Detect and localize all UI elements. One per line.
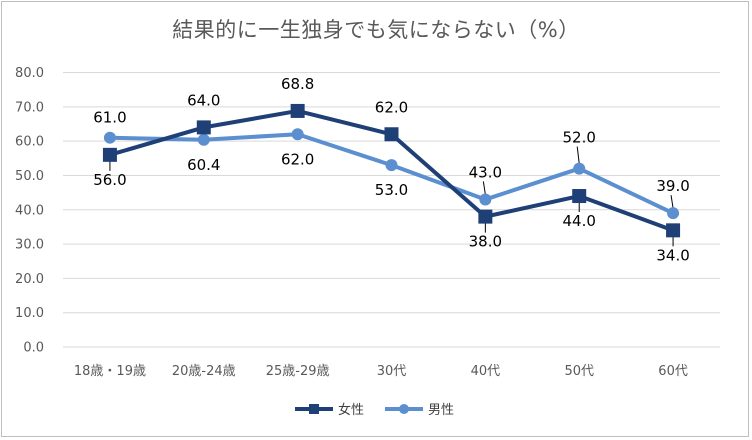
- x-tick-label: 18歳・19歳: [74, 364, 146, 379]
- data-point-female: [478, 209, 493, 224]
- legend-label: 女性: [338, 402, 364, 418]
- data-label: 53.0: [375, 181, 408, 199]
- legend-label: 男性: [428, 403, 454, 418]
- data-point-female: [572, 189, 587, 204]
- data-point-male: [667, 207, 680, 220]
- data-label: 39.0: [656, 177, 689, 195]
- x-axis-ticks: 18歳・19歳 20歳-24歳 25歳-29歳 30代 40代 50代 60代: [74, 364, 688, 379]
- x-tick-label: 60代: [658, 364, 688, 379]
- data-point-male: [479, 193, 492, 206]
- y-axis-ticks: 0.0 10.0 20.0 30.0 40.0 50.0 60.0 70.0 80.0: [15, 66, 44, 356]
- y-tick-label: 10.0: [15, 306, 44, 321]
- data-point-female: [290, 103, 305, 118]
- y-tick-label: 40.0: [15, 203, 44, 218]
- data-point-male: [197, 133, 210, 146]
- x-tick-label: 30代: [377, 364, 407, 379]
- label-leader-line: [482, 181, 486, 195]
- y-tick-label: 0.0: [23, 341, 44, 356]
- data-point-male: [385, 159, 398, 172]
- data-label: 34.0: [656, 246, 689, 264]
- label-leader-line: [670, 195, 674, 209]
- data-point-female: [384, 127, 399, 142]
- x-tick-label: 40代: [471, 364, 501, 379]
- data-label: 62.0: [375, 98, 408, 116]
- data-label: 43.0: [469, 163, 502, 181]
- data-point-female: [102, 147, 117, 162]
- label-leader-line: [576, 146, 580, 164]
- legend: 女性 男性: [295, 402, 454, 418]
- data-label: 56.0: [93, 171, 126, 189]
- legend-marker-square: [309, 404, 319, 414]
- x-tick-label: 20歳-24歳: [172, 364, 236, 379]
- legend-item-male: 男性: [385, 403, 454, 418]
- data-label: 44.0: [563, 212, 596, 230]
- data-label: 38.0: [469, 233, 502, 251]
- data-label: 61.0: [93, 109, 126, 127]
- data-point-male: [103, 131, 116, 144]
- y-tick-label: 70.0: [15, 100, 44, 115]
- chart-title: 結果的に一生独身でも気にならない（%）: [172, 18, 580, 42]
- data-label: 64.0: [187, 91, 220, 109]
- x-tick-label: 50代: [564, 364, 594, 379]
- data-label: 68.8: [281, 75, 314, 93]
- data-point-female: [196, 120, 211, 135]
- data-point-male: [291, 128, 304, 141]
- y-tick-label: 80.0: [15, 66, 44, 81]
- series-markers: [102, 103, 681, 238]
- x-tick-label: 25歳-29歳: [266, 364, 330, 379]
- y-tick-label: 60.0: [15, 135, 44, 150]
- legend-item-female: 女性: [295, 402, 364, 418]
- data-point-male: [573, 162, 586, 175]
- data-label: 62.0: [281, 150, 314, 168]
- data-point-female: [666, 223, 681, 238]
- legend-marker-circle: [399, 404, 409, 414]
- y-tick-label: 50.0: [15, 169, 44, 184]
- y-tick-label: 20.0: [15, 272, 44, 287]
- data-label: 52.0: [563, 129, 596, 147]
- data-labels: 61.0 60.4 62.0 53.0 43.0 52.0 39.0 56.0 64.0 68.8…: [93, 75, 690, 264]
- data-label: 60.4: [187, 156, 220, 174]
- y-tick-label: 30.0: [15, 238, 44, 253]
